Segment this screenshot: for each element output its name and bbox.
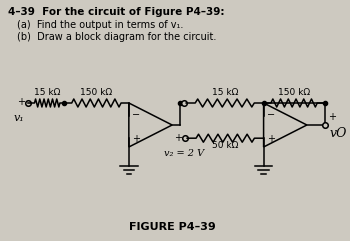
Text: 15 kΩ: 15 kΩ xyxy=(211,88,238,97)
Text: (a)  Find the output in terms of v₁.: (a) Find the output in terms of v₁. xyxy=(17,20,183,30)
Text: FIGURE P4–39: FIGURE P4–39 xyxy=(129,222,216,232)
Text: 4–39  For the circuit of Figure P4–39:: 4–39 For the circuit of Figure P4–39: xyxy=(8,7,224,17)
Text: 50 kΩ: 50 kΩ xyxy=(212,141,238,150)
Text: +: + xyxy=(132,134,140,144)
Text: +: + xyxy=(329,112,336,122)
Text: −: − xyxy=(132,110,140,120)
Text: 150 kΩ: 150 kΩ xyxy=(278,88,310,97)
Text: −: − xyxy=(267,110,275,120)
Text: 15 kΩ: 15 kΩ xyxy=(34,88,61,97)
Text: v₁: v₁ xyxy=(14,113,24,123)
Text: vO: vO xyxy=(329,127,347,140)
Text: +: + xyxy=(16,97,24,107)
Text: +: + xyxy=(267,134,275,144)
Text: 150 kΩ: 150 kΩ xyxy=(80,88,112,97)
Text: (b)  Draw a block diagram for the circuit.: (b) Draw a block diagram for the circuit… xyxy=(17,32,216,42)
Text: v₂ = 2 V: v₂ = 2 V xyxy=(164,149,204,158)
Text: +: + xyxy=(174,133,182,143)
